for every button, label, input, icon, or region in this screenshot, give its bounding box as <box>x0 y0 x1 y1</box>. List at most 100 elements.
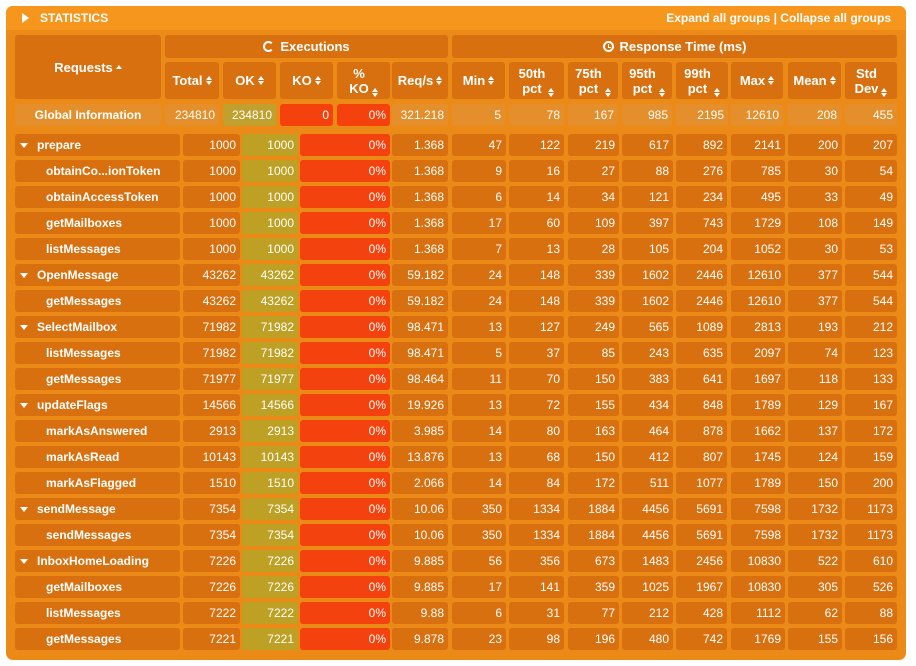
request-name[interactable]: sendMessage <box>15 498 180 520</box>
triangle-down-icon[interactable] <box>20 403 28 408</box>
request-name: listMessages <box>15 342 180 364</box>
cell-pct-ko: 0% <box>337 394 390 416</box>
requests-column-header[interactable]: Requests <box>15 35 161 99</box>
cell-p50: 68 <box>509 446 564 468</box>
group-links: Expand all groups | Collapse all groups <box>666 11 891 25</box>
cell-req-per-s: 321.218 <box>392 104 448 126</box>
sort-icon <box>604 88 611 97</box>
column-header-min[interactable]: Min <box>452 62 505 99</box>
expand-all-groups-link[interactable]: Expand all groups <box>666 11 771 25</box>
request-name: getMessages <box>15 368 180 390</box>
triangle-down-icon[interactable] <box>20 143 28 148</box>
cell-max: 495 <box>731 186 785 208</box>
column-header-label: Max <box>739 73 766 88</box>
request-name-label: markAsRead <box>46 450 120 464</box>
request-name[interactable]: OpenMessage <box>15 264 180 286</box>
request-name: markAsAnswered <box>15 420 180 442</box>
cell-req-per-s: 9.885 <box>392 550 448 572</box>
cell-p50: 1334 <box>509 524 564 546</box>
cell-pct-ko: 0% <box>337 602 390 624</box>
cell-min: 350 <box>452 524 506 546</box>
column-header-total[interactable]: Total <box>165 62 219 99</box>
request-name-label: InboxHomeLoading <box>37 554 149 568</box>
request-name[interactable]: InboxHomeLoading <box>15 550 180 572</box>
cell-ok: 71982 <box>242 342 298 364</box>
request-name[interactable]: updateFlags <box>15 394 180 416</box>
request-name[interactable]: prepare <box>15 134 180 156</box>
cell-std-dev: 1173 <box>845 524 897 546</box>
cell-p50: 14 <box>509 186 564 208</box>
triangle-right-icon[interactable] <box>22 13 29 23</box>
cell-pct-ko: 0% <box>337 290 390 312</box>
column-header-ok[interactable]: OK <box>223 62 276 99</box>
column-header-pct-ko[interactable]: % KO <box>337 62 390 99</box>
cell-req-per-s: 59.182 <box>392 264 448 286</box>
triangle-down-icon[interactable] <box>20 559 28 564</box>
request-name: Global Information <box>15 104 161 126</box>
cell-std-dev: 200 <box>845 472 897 494</box>
cell-p99: 2446 <box>676 290 727 312</box>
collapse-all-groups-link[interactable]: Collapse all groups <box>780 11 891 25</box>
cell-pct-ko: 0% <box>337 264 390 286</box>
cell-min: 24 <box>452 290 506 312</box>
column-header-ko[interactable]: KO <box>280 62 333 99</box>
cell-total: 71977 <box>183 368 240 390</box>
cell-max: 12610 <box>731 104 783 126</box>
triangle-down-icon[interactable] <box>20 273 28 278</box>
cell-ok: 7226 <box>242 550 298 572</box>
column-header-max[interactable]: Max <box>731 62 783 99</box>
cell-pct-ko: 0% <box>337 212 390 234</box>
cell-p95: 434 <box>622 394 673 416</box>
cell-p99: 428 <box>676 602 727 624</box>
cell-pct-ko: 0% <box>337 628 390 650</box>
cell-ok: 43262 <box>242 290 298 312</box>
cell-max: 1745 <box>731 446 785 468</box>
statistics-toggle[interactable]: STATISTICS <box>22 11 108 25</box>
triangle-down-icon[interactable] <box>20 325 28 330</box>
request-name[interactable]: SelectMailbox <box>15 316 180 338</box>
column-header-label: 99th pct <box>684 65 711 96</box>
cell-req-per-s: 98.471 <box>392 316 448 338</box>
cell-p75: 249 <box>568 316 619 338</box>
triangle-down-icon[interactable] <box>20 507 28 512</box>
cell-p75: 27 <box>568 160 619 182</box>
cell-p99: 204 <box>676 238 727 260</box>
sort-icon <box>371 88 378 97</box>
cell-p99: 276 <box>676 160 727 182</box>
cell-req-per-s: 9.88 <box>392 602 448 624</box>
cell-ok: 71977 <box>242 368 298 390</box>
column-header-p50[interactable]: 50th pct <box>509 62 564 99</box>
column-header-std-dev[interactable]: Std Dev <box>845 62 897 99</box>
cell-ok: 1510 <box>242 472 298 494</box>
cell-p95: 1025 <box>622 576 673 598</box>
cell-mean: 62 <box>788 602 842 624</box>
cell-p95: 985 <box>622 104 672 126</box>
column-header-mean[interactable]: Mean <box>788 62 841 99</box>
cell-p75: 167 <box>568 104 618 126</box>
cell-ok: 1000 <box>242 212 298 234</box>
column-header-label: % KO <box>349 65 369 96</box>
cell-std-dev: 610 <box>845 550 897 572</box>
request-name-label: OpenMessage <box>37 268 119 282</box>
cell-p50: 13 <box>509 238 564 260</box>
request-name-label: getMessages <box>46 372 122 386</box>
cell-p75: 196 <box>568 628 619 650</box>
executions-group-header: Executions <box>165 35 448 58</box>
column-header-p95[interactable]: 95th pct <box>622 62 672 99</box>
cell-max: 1789 <box>731 394 785 416</box>
column-header-req-per-s[interactable]: Req/s <box>392 62 448 99</box>
cell-max: 12610 <box>731 264 785 286</box>
cell-pct-ko: 0% <box>337 134 390 156</box>
cell-pct-ko: 0% <box>337 420 390 442</box>
request-name-label: markAsAnswered <box>46 424 148 438</box>
cell-min: 24 <box>452 264 506 286</box>
cell-p50: 37 <box>509 342 564 364</box>
cell-req-per-s: 98.464 <box>392 368 448 390</box>
cell-p75: 150 <box>568 368 619 390</box>
cell-pct-ko: 0% <box>337 238 390 260</box>
cell-p99: 641 <box>676 368 727 390</box>
cell-min: 14 <box>452 420 506 442</box>
column-header-p99[interactable]: 99th pct <box>676 62 728 99</box>
column-header-p75[interactable]: 75th pct <box>568 62 618 99</box>
cell-min: 9 <box>452 160 506 182</box>
